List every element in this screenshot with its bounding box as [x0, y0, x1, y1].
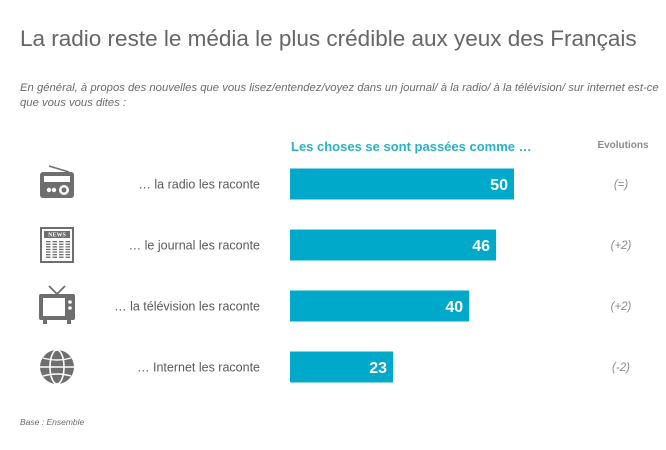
- evolution-value: (=): [614, 179, 629, 191]
- category-label: … la radio les raconte: [138, 178, 260, 192]
- category-label: … la télévision les raconte: [114, 300, 260, 314]
- bar-value-label: 40: [445, 299, 463, 316]
- evolution-value: (+2): [611, 301, 632, 313]
- category-label: … le journal les raconte: [129, 239, 260, 253]
- bar: [290, 229, 497, 261]
- evolutions-header: Evolutions: [597, 140, 649, 151]
- bar: [290, 168, 514, 200]
- radio-icon: [40, 165, 74, 198]
- base-note: Base : Ensemble: [20, 417, 85, 427]
- evolution-value: (-2): [612, 362, 630, 374]
- page-title: La radio reste le média le plus crédible…: [20, 26, 637, 51]
- bar-value-label: 23: [369, 360, 387, 377]
- television-icon: [39, 285, 75, 324]
- svg-text:NEWS: NEWS: [48, 232, 66, 238]
- survey-question: En général, à propos des nouvelles que v…: [20, 82, 659, 109]
- bar-value-label: 46: [472, 238, 490, 255]
- category-label: … Internet les raconte: [137, 361, 260, 375]
- chart-title: Les choses se sont passées comme …: [291, 139, 532, 154]
- newspaper-icon: NEWS: [40, 227, 74, 263]
- evolution-value: (+2): [611, 240, 632, 252]
- globe-icon: [40, 349, 74, 385]
- bar: [290, 351, 394, 383]
- bar: [290, 290, 470, 322]
- bar-value-label: 50: [490, 177, 508, 194]
